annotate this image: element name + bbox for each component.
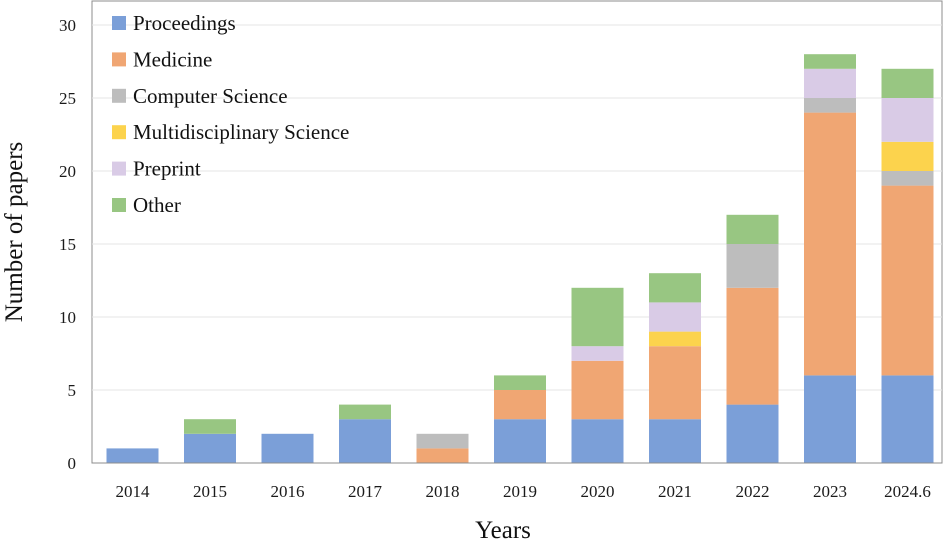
bar-segment-proceedings	[649, 419, 701, 463]
bar-segment-other	[804, 54, 856, 69]
x-axis-ticks: 2014 2015 2016 2017 2018 2019 2020 2021 2022 2023…	[116, 482, 931, 501]
bar-segment-preprint	[571, 346, 624, 361]
bar-segment-computer-science	[804, 98, 856, 113]
y-tick-label: 0	[68, 454, 77, 473]
y-tick-label: 5	[68, 381, 77, 400]
bar-segment-other	[726, 214, 779, 244]
bar-segment-other	[184, 419, 236, 434]
x-tick-label: 2018	[426, 482, 460, 501]
bar-segment-medicine	[416, 448, 469, 463]
bar-segment-preprint	[881, 98, 934, 142]
x-tick-label: 2024.6	[884, 482, 931, 501]
legend-swatch-proceedings	[112, 16, 126, 30]
bar-segment-proceedings	[106, 448, 159, 463]
bar-segment-multidisciplinary-science	[881, 141, 934, 171]
bar-segment-proceedings	[571, 419, 624, 463]
bar-segment-proceedings	[804, 375, 856, 463]
legend-swatch-computer-science	[112, 88, 126, 103]
x-tick-label: 2019	[503, 482, 537, 501]
y-tick-label: 20	[59, 162, 76, 181]
x-tick-label: 2014	[116, 482, 151, 501]
legend-swatch-preprint	[112, 161, 126, 176]
bar-segment-medicine	[881, 185, 934, 376]
bar-segment-medicine	[726, 287, 779, 405]
x-tick-label: 2015	[193, 482, 227, 501]
bar-segment-preprint	[649, 302, 701, 332]
bar-segment-medicine	[494, 390, 546, 420]
bar-segment-other	[339, 404, 391, 420]
x-tick-label: 2016	[271, 482, 305, 501]
y-axis-ticks: 0 5 10 15 20 25 30	[59, 16, 76, 473]
bar-segment-preprint	[804, 68, 856, 98]
bar-segment-medicine	[571, 360, 624, 420]
legend: Proceedings Medicine Computer Science Multi…	[112, 11, 349, 217]
y-tick-label: 10	[59, 308, 76, 327]
bar-segment-other	[494, 375, 546, 390]
bar-segment-proceedings	[184, 433, 236, 463]
x-tick-label: 2017	[348, 482, 383, 501]
y-tick-label: 30	[59, 16, 76, 35]
legend-label-proceedings: Proceedings	[133, 11, 236, 35]
bar-segment-medicine	[804, 112, 856, 376]
y-tick-label: 15	[59, 235, 76, 254]
bar-segment-proceedings	[261, 433, 314, 463]
bar-segment-proceedings	[881, 375, 934, 463]
bar-segment-computer-science	[416, 433, 469, 449]
x-tick-label: 2021	[658, 482, 692, 501]
bar-segment-medicine	[649, 346, 701, 420]
legend-label-computer-science: Computer Science	[133, 84, 288, 108]
bar-segment-computer-science	[881, 171, 934, 186]
bar-segment-other	[571, 287, 624, 347]
legend-label-preprint: Preprint	[133, 157, 201, 181]
y-tick-label: 25	[59, 89, 76, 108]
bar-segment-other	[881, 68, 934, 98]
legend-swatch-other	[112, 198, 126, 212]
bar-segment-proceedings	[339, 419, 391, 463]
gridlines	[92, 24, 942, 391]
legend-swatch-multidisciplinary-science	[112, 125, 126, 140]
x-tick-label: 2022	[736, 482, 770, 501]
legend-label-multidisciplinary-science: Multidisciplinary Science	[133, 120, 349, 144]
y-axis-title: Number of papers	[1, 142, 28, 323]
bars	[106, 54, 934, 463]
x-axis-title: Years	[475, 517, 531, 544]
bar-segment-other	[649, 273, 701, 303]
bar-segment-multidisciplinary-science	[649, 331, 701, 347]
legend-label-medicine: Medicine	[133, 47, 212, 71]
x-tick-label: 2023	[813, 482, 847, 501]
bar-segment-computer-science	[726, 244, 779, 288]
bar-segment-proceedings	[494, 419, 546, 463]
legend-label-other: Other	[133, 193, 181, 217]
bar-segment-proceedings	[726, 404, 779, 463]
x-tick-label: 2020	[581, 482, 615, 501]
legend-swatch-medicine	[112, 52, 126, 67]
